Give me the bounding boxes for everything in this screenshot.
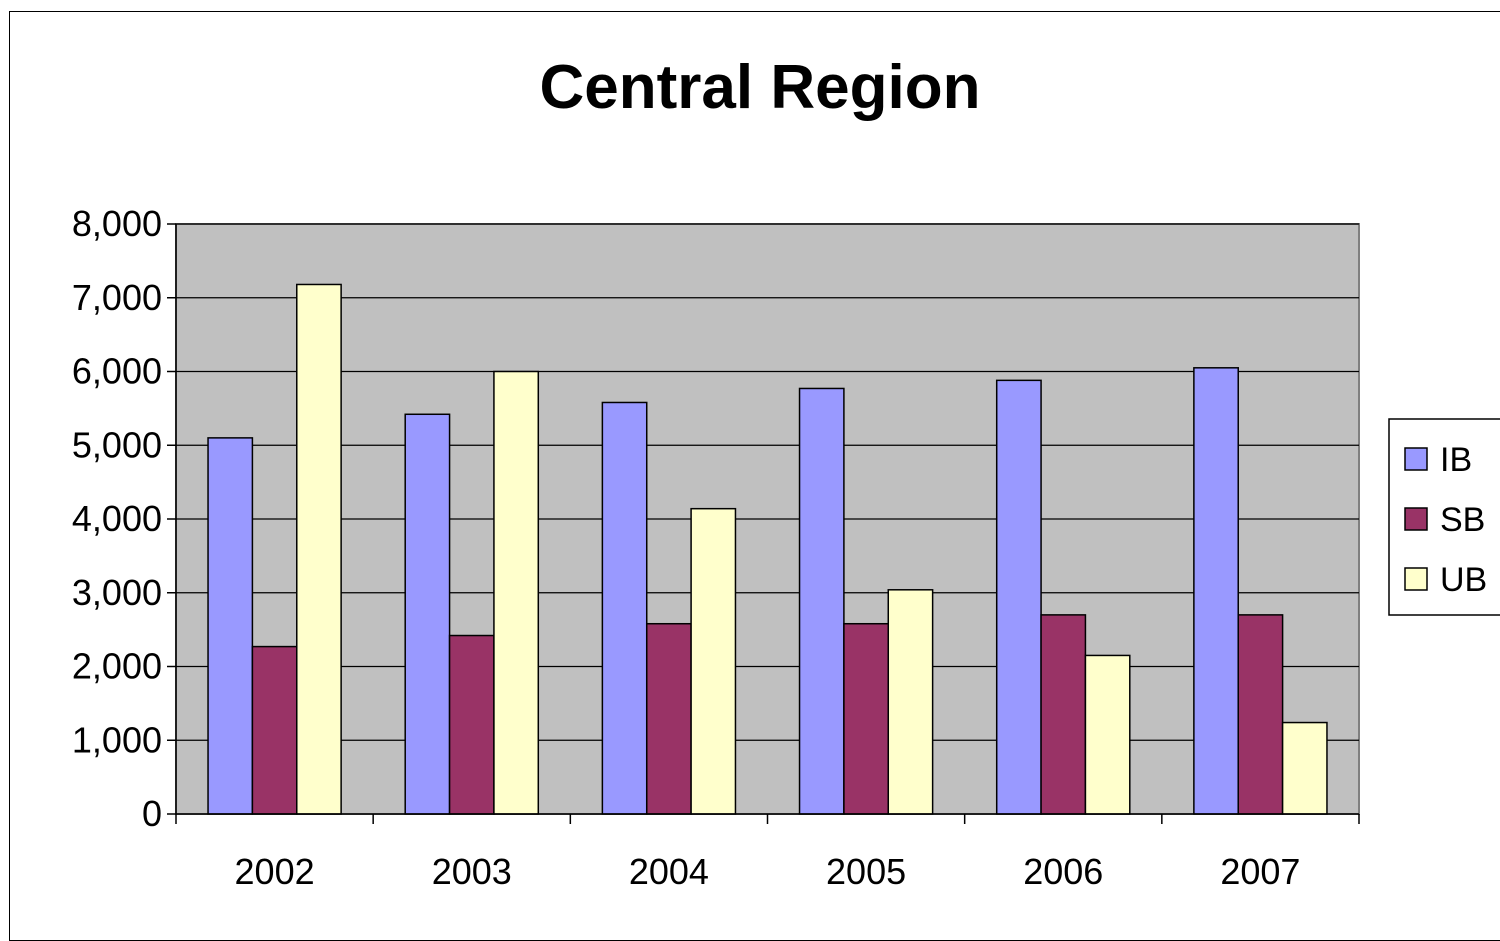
bar-ib-2007 <box>1193 367 1239 815</box>
y-tick-label: 1,000 <box>72 719 162 760</box>
bar-sb-2003 <box>448 634 495 815</box>
x-tick-label: 2006 <box>1023 851 1103 892</box>
legend-label-ub: UB <box>1440 561 1487 599</box>
legend-swatch-sb <box>1404 507 1428 531</box>
y-tick-label: 2,000 <box>72 646 162 687</box>
axes: 0 1,000 2,000 3,000 4,000 5,000 6,000 7,000 8,00… <box>72 203 1360 892</box>
legend-label-sb: SB <box>1440 501 1485 539</box>
bar-ub-2005 <box>887 589 934 815</box>
bar-sb-2007 <box>1237 614 1284 815</box>
bar-ib-2006 <box>995 379 1042 815</box>
y-tick-label: 8,000 <box>72 203 162 244</box>
y-tick-label: 6,000 <box>72 351 162 392</box>
y-tick-label: 7,000 <box>72 277 162 318</box>
bar-ub-2004 <box>690 507 737 815</box>
x-tick-label: 2004 <box>629 851 709 892</box>
bar-sb-2006 <box>1040 614 1087 815</box>
bar-ib-2002 <box>207 437 254 815</box>
y-tick-label: 4,000 <box>72 498 162 539</box>
x-tick-label: 2003 <box>432 851 512 892</box>
bar-ib-2004 <box>601 401 648 815</box>
x-tick-label: 2005 <box>826 851 906 892</box>
bars <box>207 283 1328 815</box>
y-tick-label: 5,000 <box>72 424 162 465</box>
bar-ub-2006 <box>1084 654 1131 815</box>
legend-swatch-ib <box>1404 447 1428 471</box>
bar-ib-2005 <box>798 387 845 815</box>
legend-label-ib: IB <box>1440 441 1472 479</box>
y-tick-label: 0 <box>142 793 162 834</box>
legend: IB SB UB <box>1388 418 1500 616</box>
bar-ib-2003 <box>404 413 451 815</box>
gridlines <box>176 223 1359 741</box>
chart-title: Central Region <box>540 53 981 122</box>
x-tick-label: 2007 <box>1220 851 1300 892</box>
bar-sb-2005 <box>843 622 890 815</box>
bar-ub-2002 <box>296 283 342 815</box>
bar-ub-2003 <box>493 370 540 815</box>
bar-sb-2002 <box>251 645 298 815</box>
bar-ub-2007 <box>1281 721 1328 815</box>
x-tick-label: 2002 <box>235 851 315 892</box>
bar-sb-2004 <box>645 622 692 815</box>
y-tick-label: 3,000 <box>72 572 162 613</box>
legend-swatch-ub <box>1404 567 1428 591</box>
